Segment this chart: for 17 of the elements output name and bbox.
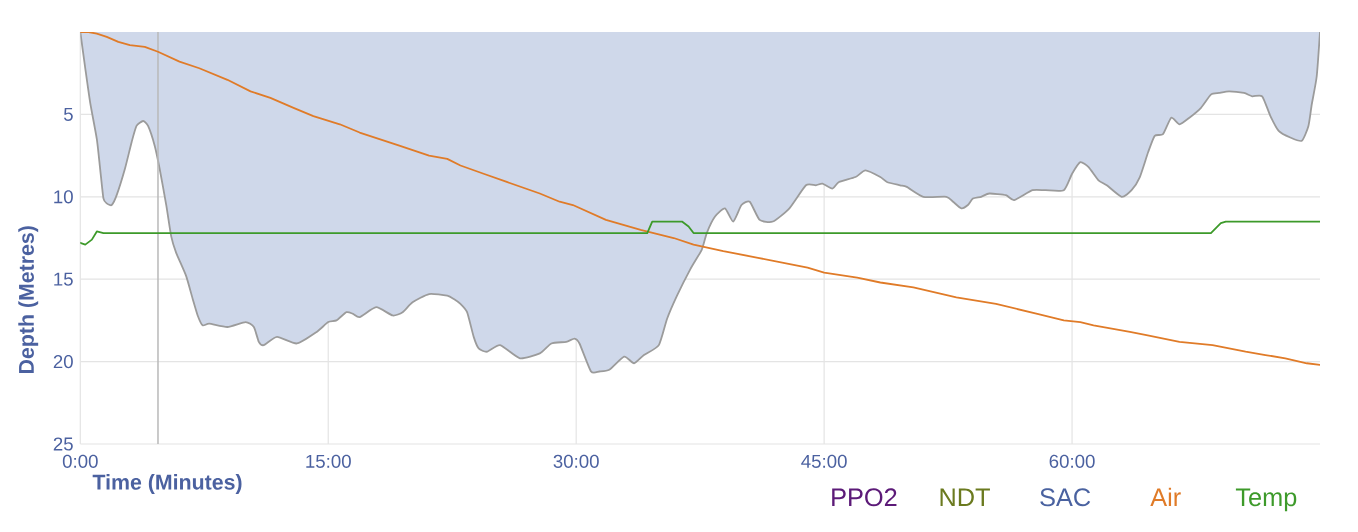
text: PPO2	[832, 488, 897, 507]
text: Air	[1150, 487, 1181, 506]
x-tick-label: 60:00	[1049, 454, 1095, 468]
y-tick-label: 20	[53, 354, 73, 369]
text: Temp	[1235, 488, 1297, 512]
y-tick-label: 25	[53, 437, 73, 451]
text: SAC	[1040, 488, 1091, 507]
y-tick-label: 5	[63, 107, 73, 121]
y-axis-title: Depth (Metres)	[18, 226, 39, 374]
x-axis-title: Time (Minutes)	[92, 474, 242, 494]
y-tick-label: 10	[54, 190, 73, 204]
x-tick-label: 30:00	[553, 454, 599, 468]
x-tick-label: 45:00	[801, 454, 847, 468]
x-tick-label: 0:00	[62, 454, 98, 468]
x-tick-label: 15:00	[306, 454, 351, 468]
y-tick-label: 15	[54, 272, 73, 286]
text: NDT	[940, 488, 990, 506]
